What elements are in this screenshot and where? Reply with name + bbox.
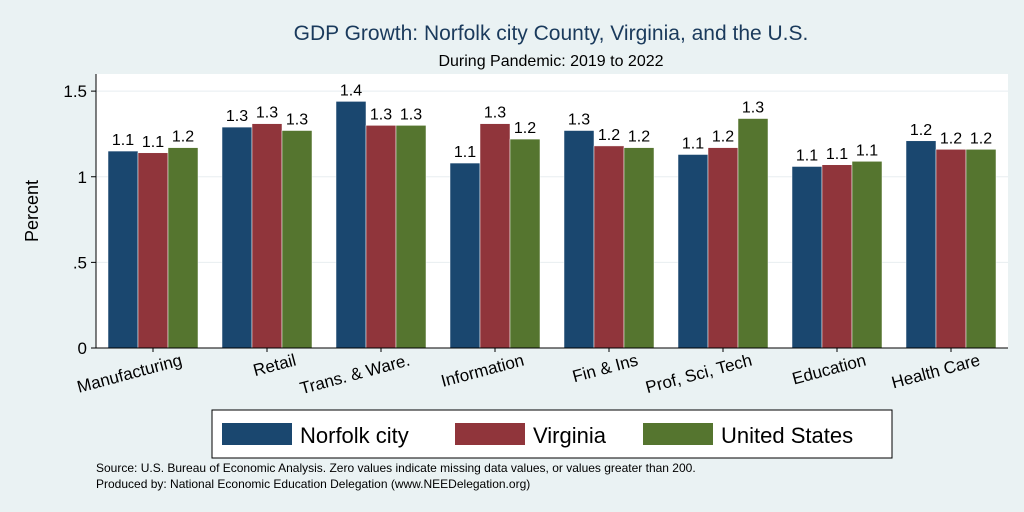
data-label: 1.2 (712, 129, 734, 146)
x-axis-categories: Manufacturing Retail Trans. & Ware. Informa… (75, 347, 1008, 399)
data-label: 1.3 (568, 112, 590, 129)
chart-subtitle: During Pandemic: 2019 to 2022 (438, 53, 663, 70)
legend-label: Norfolk city (300, 423, 409, 448)
x-tick-label: Health Care (889, 351, 982, 393)
bar (251, 123, 283, 349)
legend-swatch (222, 423, 292, 445)
x-tick-label: Trans. & Ware. (298, 351, 412, 399)
data-label: 1.3 (256, 105, 278, 122)
legend-swatch (455, 423, 525, 445)
bar (905, 140, 937, 349)
bar (851, 161, 883, 349)
data-label: 1.2 (970, 130, 992, 147)
bar (107, 150, 139, 349)
data-label: 1.3 (226, 108, 248, 125)
data-label: 1.2 (514, 120, 536, 137)
data-label: 1.3 (286, 112, 308, 129)
y-tick-label: .5 (73, 253, 87, 272)
data-label: 1.4 (340, 82, 362, 99)
data-label: 1.2 (598, 127, 620, 144)
y-tick-label: 0 (78, 339, 87, 358)
x-tick-label: Information (439, 351, 526, 391)
bar (707, 147, 739, 349)
data-label: 1.1 (856, 142, 878, 159)
data-label: 1.3 (370, 106, 392, 123)
bar (335, 101, 367, 349)
y-axis-ticks: 0 .5 1 1.5 (63, 82, 96, 358)
bar (737, 118, 769, 349)
bar (563, 130, 595, 349)
data-label: 1.2 (910, 122, 932, 139)
bar (623, 147, 655, 349)
bar (365, 125, 397, 349)
bar (965, 149, 997, 349)
bar (821, 164, 853, 349)
bar (167, 147, 199, 349)
data-label: 1.1 (112, 132, 134, 149)
bar (593, 145, 625, 349)
y-tick-label: 1.5 (63, 82, 87, 101)
data-label: 1.3 (742, 100, 764, 117)
produced-note: Produced by: National Economic Education… (96, 477, 530, 491)
bar (137, 152, 169, 349)
value-labels: 1.1 1.1 1.2 1.3 1.3 1.3 1.4 1.3 1.3 1.1 1.3 1.2 1.3 1… (112, 82, 992, 164)
x-tick-label: Fin & Ins (570, 351, 640, 387)
y-axis-label: Percent (22, 180, 42, 242)
bar (395, 125, 427, 349)
y-tick-label: 1 (78, 168, 87, 187)
legend: Norfolk city Virginia United States (211, 409, 893, 459)
x-tick-label: Manufacturing (75, 351, 184, 397)
data-label: 1.2 (628, 129, 650, 146)
bar (281, 130, 313, 349)
bar (677, 154, 709, 349)
bar (479, 123, 511, 349)
legend-swatch (643, 423, 713, 445)
x-tick-label: Education (790, 351, 868, 389)
legend-box (211, 409, 893, 459)
bar (449, 162, 481, 349)
chart-title: GDP Growth: Norfolk city County, Virgini… (294, 22, 809, 45)
bars (107, 101, 997, 349)
legend-label: Virginia (533, 423, 607, 448)
data-label: 1.1 (142, 134, 164, 151)
legend-label: United States (721, 423, 853, 448)
bar (509, 138, 541, 349)
data-label: 1.3 (400, 106, 422, 123)
bar (221, 126, 253, 349)
x-tick-label: Retail (251, 351, 298, 381)
data-label: 1.1 (454, 144, 476, 161)
data-label: 1.2 (940, 130, 962, 147)
bar (791, 166, 823, 349)
data-label: 1.1 (796, 147, 818, 164)
source-note: Source: U.S. Bureau of Economic Analysis… (96, 461, 696, 475)
data-label: 1.3 (484, 105, 506, 122)
bar (935, 149, 967, 349)
data-label: 1.2 (172, 129, 194, 146)
data-label: 1.1 (826, 146, 848, 163)
x-tick-label: Prof, Sci, Tech (644, 351, 754, 398)
data-label: 1.1 (682, 135, 704, 152)
